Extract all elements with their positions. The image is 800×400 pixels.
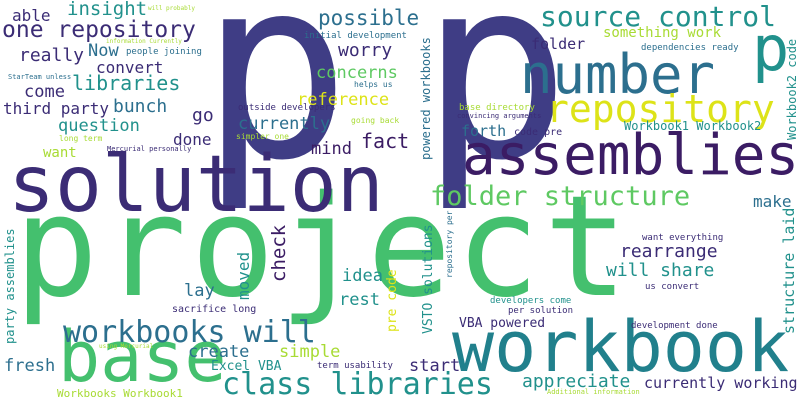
word-helps-us: helps us [354, 80, 393, 89]
word-idea: idea [342, 266, 383, 286]
word-code-pre: code pre [514, 127, 563, 138]
word-project: project [14, 166, 633, 329]
word-mercurial-personally: Mercurial personally [107, 145, 192, 153]
word-per-solution: per solution [508, 306, 574, 316]
word-development-done: development done [631, 321, 718, 331]
word-make: make [753, 192, 792, 211]
word-p-left: p [200, 0, 351, 215]
word-number: number [520, 43, 716, 106]
word-base-directory: base directory [459, 103, 535, 113]
word-rest: rest [339, 290, 380, 310]
word-go: go [192, 105, 214, 126]
word-base: base [58, 316, 227, 398]
word-repository-per: repository per [445, 210, 454, 278]
word-third-party: third party [3, 99, 109, 118]
word-want-everything: want everything [642, 233, 724, 243]
word-workbook1-workbook2: Workbook1 Workbook2 [624, 119, 762, 133]
word-moved: moved [234, 251, 253, 300]
word-simple: simple [279, 342, 341, 362]
word-workbook: workbook [452, 306, 790, 388]
word-vsto-solutions: VSTO solutions [421, 224, 436, 334]
word-developers-come: developers come [490, 296, 572, 306]
word-pre-code: pre code [385, 269, 400, 332]
word-dependencies-ready: dependencies ready [641, 43, 739, 53]
word-term-usability: term usability [317, 361, 393, 371]
word-assemblies: assemblies [462, 123, 800, 188]
word-worry: worry [338, 40, 393, 61]
word-workbooks-will: workbooks will [63, 315, 316, 350]
word-forth: forth [461, 122, 507, 140]
word-party-assemblies: party assemblies [3, 228, 17, 344]
word-sacrifice-long: sacrifice long [172, 304, 257, 315]
word-long-term: long term [59, 134, 103, 143]
word-something-work: something work [603, 25, 722, 41]
word-convincing-arguments: convincing arguments [457, 112, 542, 120]
word-one-repository: one repository [2, 17, 196, 43]
word-outside-developers: outside developers [238, 103, 336, 113]
word-initial-development: initial development [304, 31, 407, 41]
word-folder: folder [531, 35, 586, 53]
word-additional-information: Additional information [547, 388, 640, 396]
word-currently: currently [238, 114, 331, 134]
word-mind: mind [311, 139, 352, 159]
word-convert: convert [96, 58, 164, 77]
word-folder-structure: folder structure [430, 181, 691, 212]
word-done: done [173, 130, 212, 149]
word-powered-workbooks: powered workbooks [419, 37, 433, 160]
word-class-libraries: class libraries [222, 367, 493, 400]
word-question: question [58, 116, 140, 136]
word-structure-laid: structure laid [780, 207, 798, 334]
word-p-right: p [420, 0, 571, 215]
word-fact: fact [361, 129, 410, 153]
word-libraries: libraries [72, 71, 181, 95]
word-p-small: p [752, 12, 790, 85]
word-people-joining: people joining [126, 47, 202, 57]
word-using-mercurial: using Mercurial [99, 343, 154, 350]
word-start: start [409, 356, 461, 376]
word-able: able [12, 6, 51, 25]
word-want: want [43, 145, 77, 161]
word-insight: insight [67, 0, 148, 20]
word-solution: solution [8, 140, 384, 230]
word-really: really [19, 45, 85, 66]
word-possible: possible [318, 6, 420, 30]
word-concerns: concerns [316, 63, 398, 83]
word-source-control: source control [540, 0, 777, 33]
word-appreciate: appreciate [522, 371, 631, 392]
word-currently-working: currently working [644, 374, 798, 392]
word-will-probably: will probably [148, 5, 195, 12]
word-information-currently: information Currently [106, 38, 182, 45]
word-repository: repository [546, 87, 775, 131]
word-now: Now [88, 41, 119, 61]
word-excel-vba: Excel VBA [211, 359, 282, 374]
word-simpler-one: simpler one [236, 132, 289, 141]
word-bunch: bunch [113, 96, 168, 117]
word-starteam-unless: StarTeam unless [8, 73, 72, 81]
word-workbooks-workbook1: Workbooks Workbook1 [57, 387, 183, 400]
word-workbook2-code: Workbook2 code [785, 38, 799, 140]
word-going-back: going back [351, 116, 400, 125]
word-will-share: will share [606, 260, 715, 281]
word-rearrange: rearrange [620, 241, 718, 262]
word-lay: lay [184, 281, 215, 301]
word-check: check [268, 224, 290, 282]
word-create: create [188, 342, 250, 362]
word-vba-powered: VBA powered [459, 316, 546, 331]
word-reference: reference [297, 90, 390, 110]
word-us-convert: us convert [645, 282, 700, 292]
word-fresh: fresh [4, 356, 56, 376]
word-come: come [24, 82, 65, 102]
